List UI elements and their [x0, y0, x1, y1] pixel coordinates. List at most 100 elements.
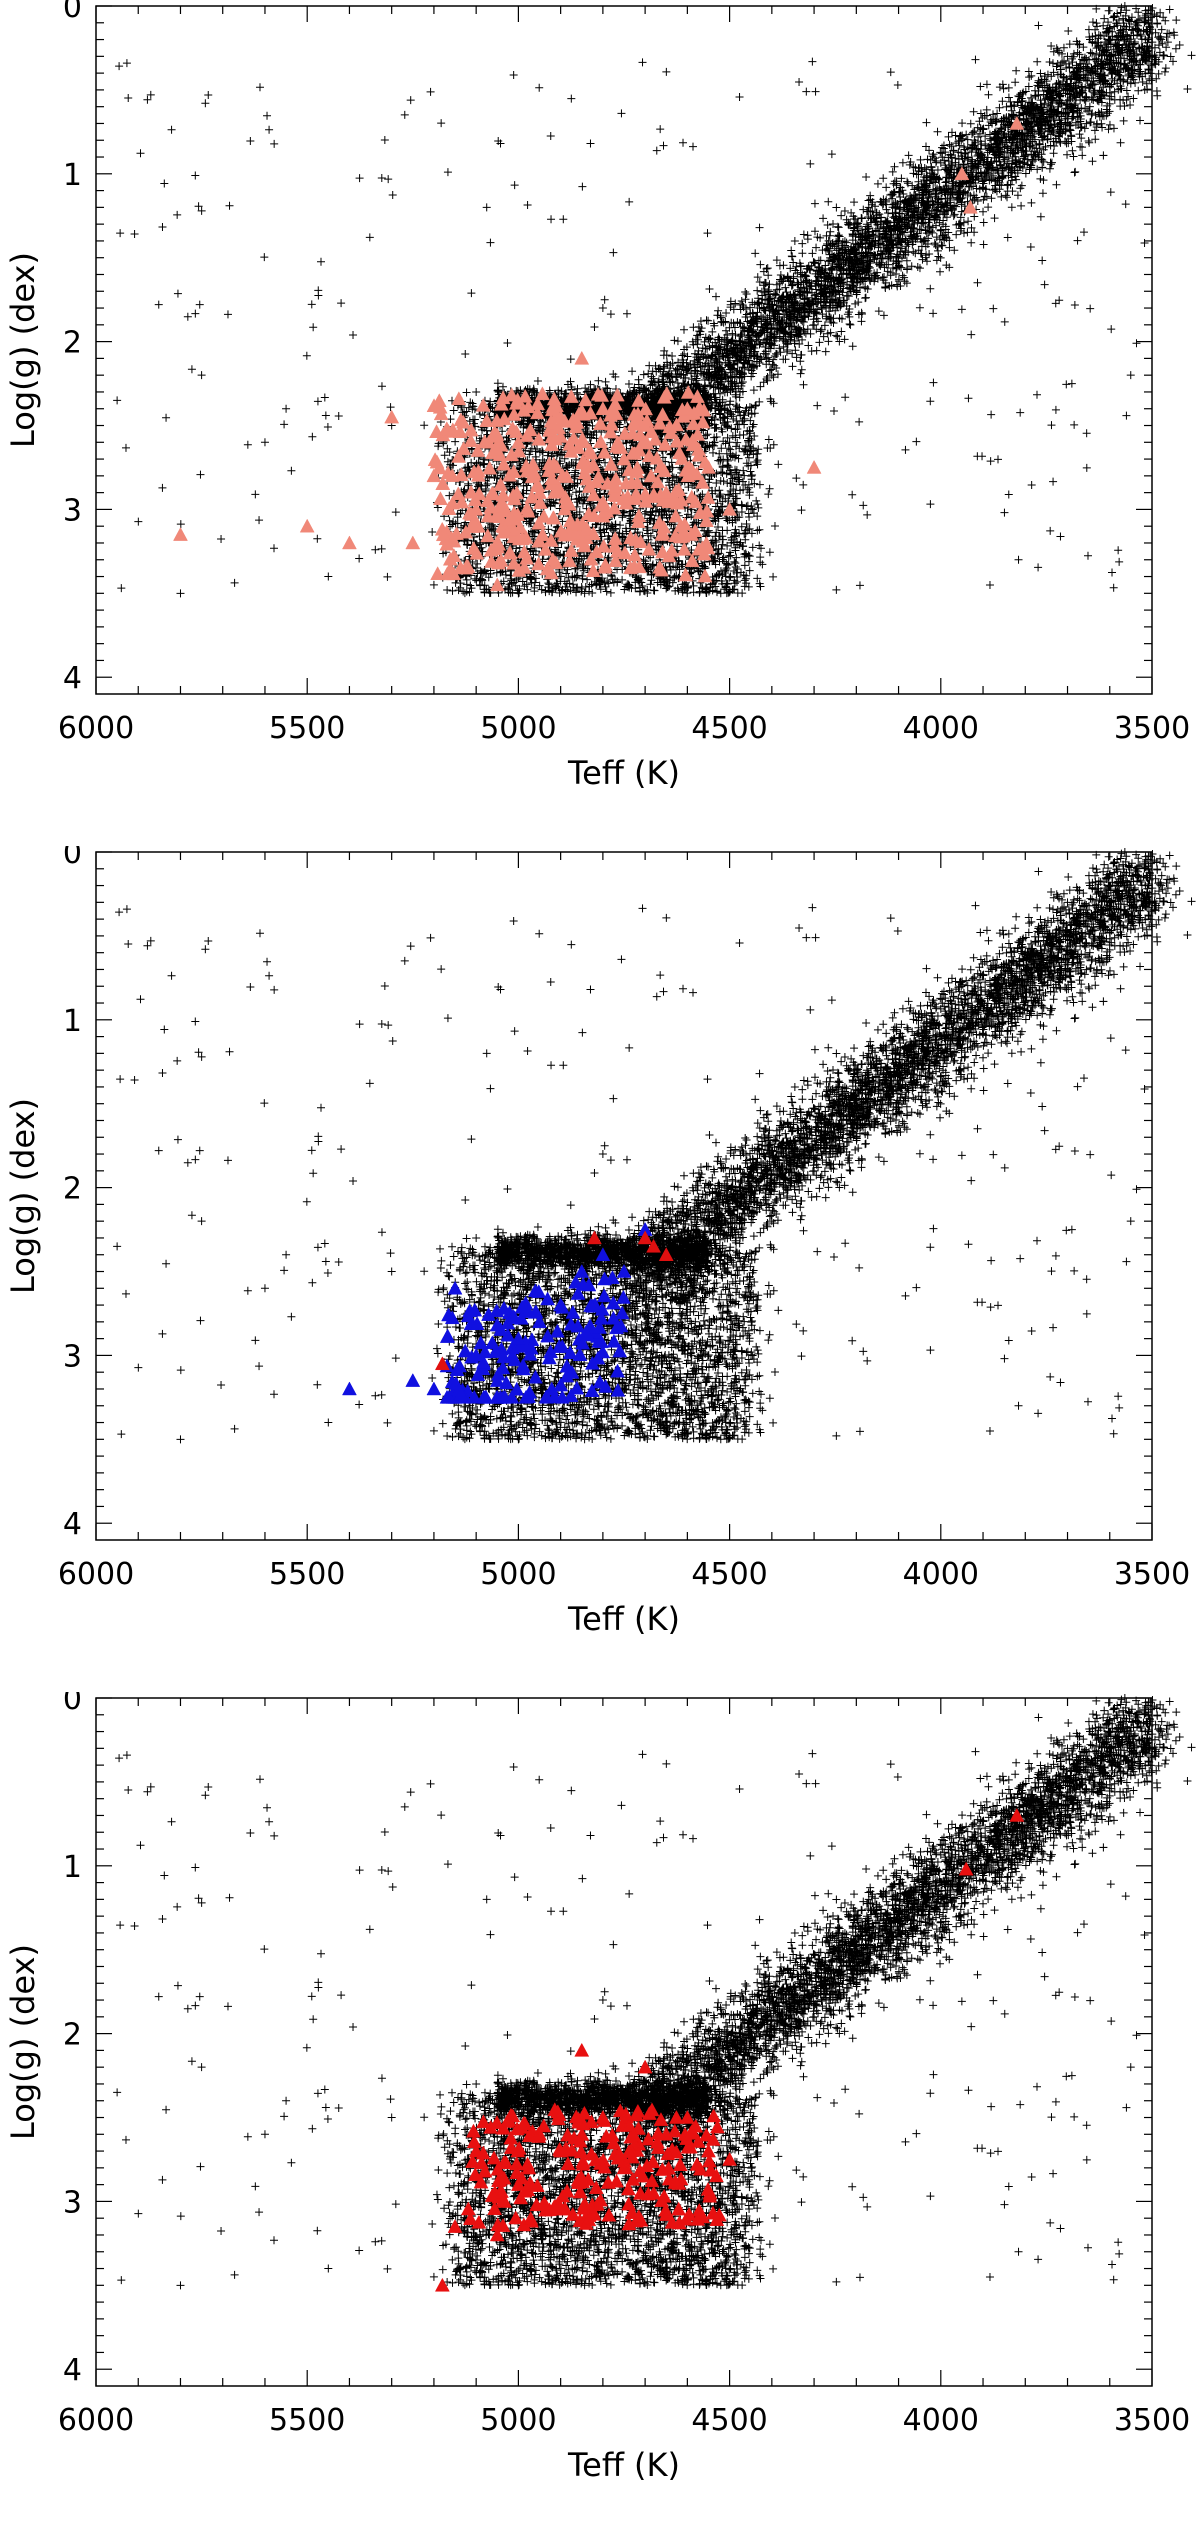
highlight-series [173, 115, 1025, 592]
highlight-marker [690, 389, 705, 403]
highlight-marker [521, 2128, 537, 2142]
highlight-marker [506, 555, 522, 570]
highlight-marker [603, 457, 619, 471]
highlight-marker [524, 469, 540, 484]
highlight-marker [477, 2163, 493, 2178]
highlight-marker [451, 448, 467, 463]
chart-svg-2: 6000 5500 5000 4500 4000 3500 Teff (K) 0 1 2 3 4 Log… [4, 846, 1196, 1638]
plot-frame [95, 1697, 1153, 2387]
highlight-marker [454, 467, 469, 482]
highlight-marker [579, 459, 595, 474]
highlight-marker [531, 1284, 547, 1298]
highlight-marker [673, 492, 689, 507]
y-tick-label: 2 [63, 1172, 82, 1207]
accent-series [434, 1230, 674, 1371]
highlight-marker [493, 476, 508, 491]
highlight-marker [684, 2123, 700, 2138]
highlight-marker [470, 467, 486, 482]
background-series [113, 848, 1196, 1444]
highlight-marker [606, 1310, 621, 1325]
highlight-marker [605, 1295, 621, 1310]
highlight-marker [530, 405, 545, 420]
highlight-marker [652, 459, 668, 473]
highlight-marker [515, 1361, 531, 1376]
highlight-marker [527, 1304, 543, 1319]
highlight-marker [586, 487, 602, 502]
highlight-marker [581, 479, 597, 493]
highlight-marker [405, 535, 421, 550]
y-tick-label: 0 [63, 1692, 82, 1717]
highlight-marker [594, 387, 610, 402]
highlight-marker [439, 566, 455, 581]
highlight-marker [431, 393, 447, 408]
highlight-marker [468, 1347, 484, 1362]
highlight-marker [698, 2127, 714, 2142]
highlight-marker [692, 2161, 708, 2176]
highlight-marker [473, 2174, 489, 2189]
highlight-marker [458, 524, 474, 539]
highlight-marker [722, 2151, 738, 2166]
highlight-marker [631, 393, 647, 407]
highlight-marker [432, 460, 447, 475]
highlight-marker [459, 558, 475, 573]
highlight-marker [299, 518, 315, 533]
highlight-marker [593, 2192, 608, 2207]
highlight-marker [635, 2168, 651, 2183]
highlight-marker [563, 1316, 579, 1331]
y-tick-label: 0 [63, 0, 82, 25]
highlight-marker [573, 2169, 589, 2184]
highlight-marker [489, 1303, 505, 1318]
x-tick-label: 3500 [1114, 711, 1190, 746]
highlight-series [342, 1222, 653, 1404]
highlight-marker [495, 2192, 511, 2207]
highlight-marker [596, 1288, 612, 1303]
highlight-marker [495, 524, 511, 539]
highlight-marker [700, 540, 716, 555]
highlight-marker [542, 2202, 557, 2217]
highlight-marker [647, 431, 663, 446]
highlight-marker [553, 1377, 569, 1392]
x-axis: 6000 5500 5000 4500 4000 3500 Teff (K) [58, 6, 1190, 792]
highlight-marker [570, 1286, 586, 1300]
highlight-marker [493, 1322, 509, 1336]
highlight-marker [549, 398, 564, 413]
highlight-marker [667, 2123, 683, 2138]
highlight-marker [616, 1289, 631, 1304]
highlight-marker [574, 403, 590, 418]
highlight-marker [468, 501, 484, 516]
highlight-marker [547, 2102, 563, 2116]
highlight-marker [672, 529, 688, 544]
highlight-marker [491, 536, 507, 551]
highlight-marker [508, 395, 524, 410]
highlight-marker [433, 491, 448, 506]
highlight-marker [575, 516, 590, 531]
highlight-marker [560, 2156, 576, 2171]
highlight-marker [674, 451, 690, 465]
highlight-marker [457, 1343, 473, 1358]
y-axis-label: Log(g) (dex) [4, 1944, 42, 2140]
x-tick-label: 5500 [269, 1557, 345, 1592]
highlight-marker [483, 2119, 499, 2134]
highlight-marker [405, 1373, 421, 1387]
y-axis: 0 1 2 3 4 Log(g) (dex) [4, 0, 1152, 696]
highlight-marker [568, 1274, 584, 1289]
highlight-marker [489, 2227, 505, 2242]
highlight-marker [583, 445, 599, 460]
y-tick-label: 4 [63, 2353, 82, 2388]
y-axis-label: Log(g) (dex) [4, 252, 42, 448]
highlight-marker [606, 487, 622, 501]
highlight-marker [1009, 1807, 1025, 1822]
highlight-marker [553, 1297, 569, 1312]
highlight-marker [625, 445, 641, 460]
highlight-marker [442, 551, 458, 566]
highlight-marker [700, 490, 716, 504]
highlight-marker [631, 508, 647, 523]
highlight-marker [958, 1861, 974, 1876]
background-plus-markers [113, 848, 1196, 1444]
highlight-marker [540, 1291, 555, 1306]
highlight-marker [484, 1335, 500, 1350]
highlight-marker [520, 503, 536, 518]
y-axis-label: Log(g) (dex) [4, 1098, 42, 1294]
highlight-marker [652, 415, 668, 430]
x-axis-label: Teff (K) [567, 754, 680, 792]
